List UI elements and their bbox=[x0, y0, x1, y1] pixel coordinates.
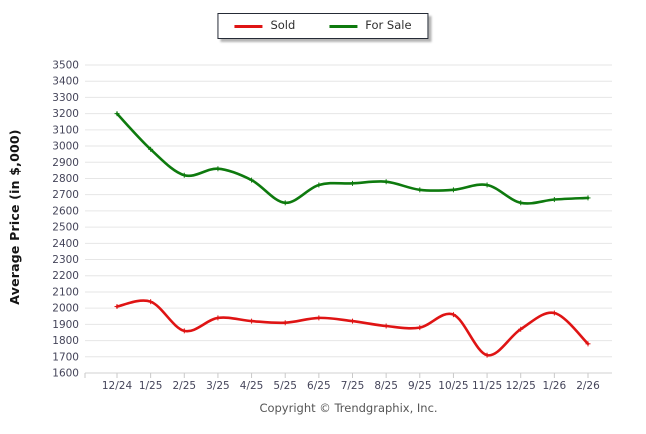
x-tick-label: 10/25 bbox=[438, 380, 468, 392]
y-tick-label: 2700 bbox=[52, 189, 79, 201]
x-tick-label: 1/26 bbox=[543, 380, 567, 392]
legend-item-sold: Sold bbox=[234, 20, 295, 32]
x-tick-label: 2/26 bbox=[576, 380, 600, 392]
y-tick-label: 2300 bbox=[52, 254, 79, 266]
x-tick-label: 4/25 bbox=[240, 380, 264, 392]
x-tick-label: 1/25 bbox=[139, 380, 163, 392]
y-tick-label: 3400 bbox=[52, 76, 79, 88]
y-tick-label: 2000 bbox=[52, 303, 79, 315]
y-tick-label: 2800 bbox=[52, 173, 79, 185]
y-tick-label: 2500 bbox=[52, 222, 79, 234]
x-tick-label: 5/25 bbox=[273, 380, 297, 392]
x-tick-label: 6/25 bbox=[307, 380, 331, 392]
series-sold bbox=[114, 299, 591, 358]
x-tick-label: 2/25 bbox=[172, 380, 196, 392]
y-tick-label: 3300 bbox=[52, 92, 79, 104]
y-tick-label: 3500 bbox=[52, 60, 79, 72]
series-line-sold bbox=[115, 299, 590, 357]
y-tick-label: 2400 bbox=[52, 238, 79, 250]
x-axis-ticks bbox=[116, 373, 589, 378]
y-tick-label: 1800 bbox=[52, 335, 79, 347]
y-tick-label: 1900 bbox=[52, 319, 79, 331]
sold-line-swatch bbox=[234, 24, 263, 28]
y-tick-label: 3100 bbox=[52, 124, 79, 136]
for-sale-line-swatch bbox=[329, 24, 358, 28]
legend-label-sold: Sold bbox=[270, 18, 296, 33]
copyright-text: Copyright © Trendgraphix, Inc. bbox=[259, 401, 438, 415]
x-tick-label: 7/25 bbox=[341, 380, 365, 392]
x-tick-label: 3/25 bbox=[206, 380, 230, 392]
legend-item-for-sale: For Sale bbox=[329, 18, 412, 33]
y-tick-label: 2100 bbox=[52, 286, 79, 298]
series-for-sale bbox=[114, 111, 591, 206]
y-tick-label: 2600 bbox=[52, 205, 79, 217]
x-tick-label: 12/24 bbox=[102, 380, 133, 392]
x-tick-label: 12/25 bbox=[506, 380, 536, 392]
series-line-for-sale bbox=[115, 112, 590, 205]
x-tick-label: 11/25 bbox=[472, 380, 502, 392]
y-tick-label: 1700 bbox=[52, 351, 79, 363]
y-axis-labels: 3500 3400 3300 3200 3100 3000 2900 2800 2700 2600… bbox=[52, 60, 79, 380]
y-tick-label: 3000 bbox=[52, 141, 79, 153]
x-tick-label: 8/25 bbox=[374, 380, 398, 392]
y-tick-label: 2200 bbox=[52, 270, 79, 282]
x-tick-label: 9/25 bbox=[408, 380, 432, 392]
y-tick-label: 2900 bbox=[52, 157, 79, 169]
legend-label-for-sale: For Sale bbox=[365, 18, 412, 33]
chart-legend: Sold For Sale bbox=[217, 13, 429, 39]
x-axis-labels: 12/24 1/25 2/25 3/25 4/25 5/25 6/25 7/25 8/25 9/2… bbox=[102, 380, 600, 392]
gridlines bbox=[85, 64, 612, 374]
y-tick-label: 1600 bbox=[52, 368, 79, 380]
y-tick-label: 3200 bbox=[52, 108, 79, 120]
